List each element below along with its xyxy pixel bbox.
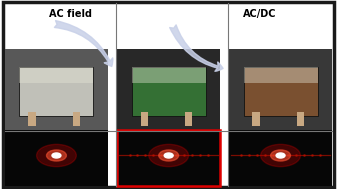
Bar	[5, 49, 108, 130]
FancyArrowPatch shape	[170, 25, 223, 71]
Circle shape	[47, 150, 66, 161]
FancyBboxPatch shape	[3, 2, 334, 187]
Circle shape	[52, 153, 61, 158]
Bar	[20, 67, 93, 83]
Bar	[252, 112, 260, 126]
Bar	[132, 67, 206, 83]
Circle shape	[261, 144, 301, 167]
Text: AC/DC: AC/DC	[243, 9, 276, 19]
Bar	[117, 49, 220, 130]
Bar	[141, 112, 148, 126]
Circle shape	[149, 144, 189, 167]
Circle shape	[164, 153, 173, 158]
Circle shape	[271, 150, 290, 161]
Circle shape	[36, 144, 76, 167]
Bar	[297, 112, 304, 126]
Bar	[20, 67, 93, 116]
Bar	[117, 130, 220, 186]
Bar	[185, 112, 192, 126]
Bar	[73, 112, 80, 126]
Text: AC field: AC field	[49, 9, 92, 19]
Bar	[244, 67, 317, 83]
Bar	[244, 67, 317, 116]
Circle shape	[276, 153, 285, 158]
Bar	[117, 130, 220, 186]
Bar	[229, 130, 332, 186]
Bar	[5, 130, 108, 186]
Bar	[132, 67, 206, 116]
Bar	[229, 49, 332, 130]
Bar	[28, 112, 36, 126]
Circle shape	[159, 150, 179, 161]
FancyArrowPatch shape	[55, 21, 113, 67]
